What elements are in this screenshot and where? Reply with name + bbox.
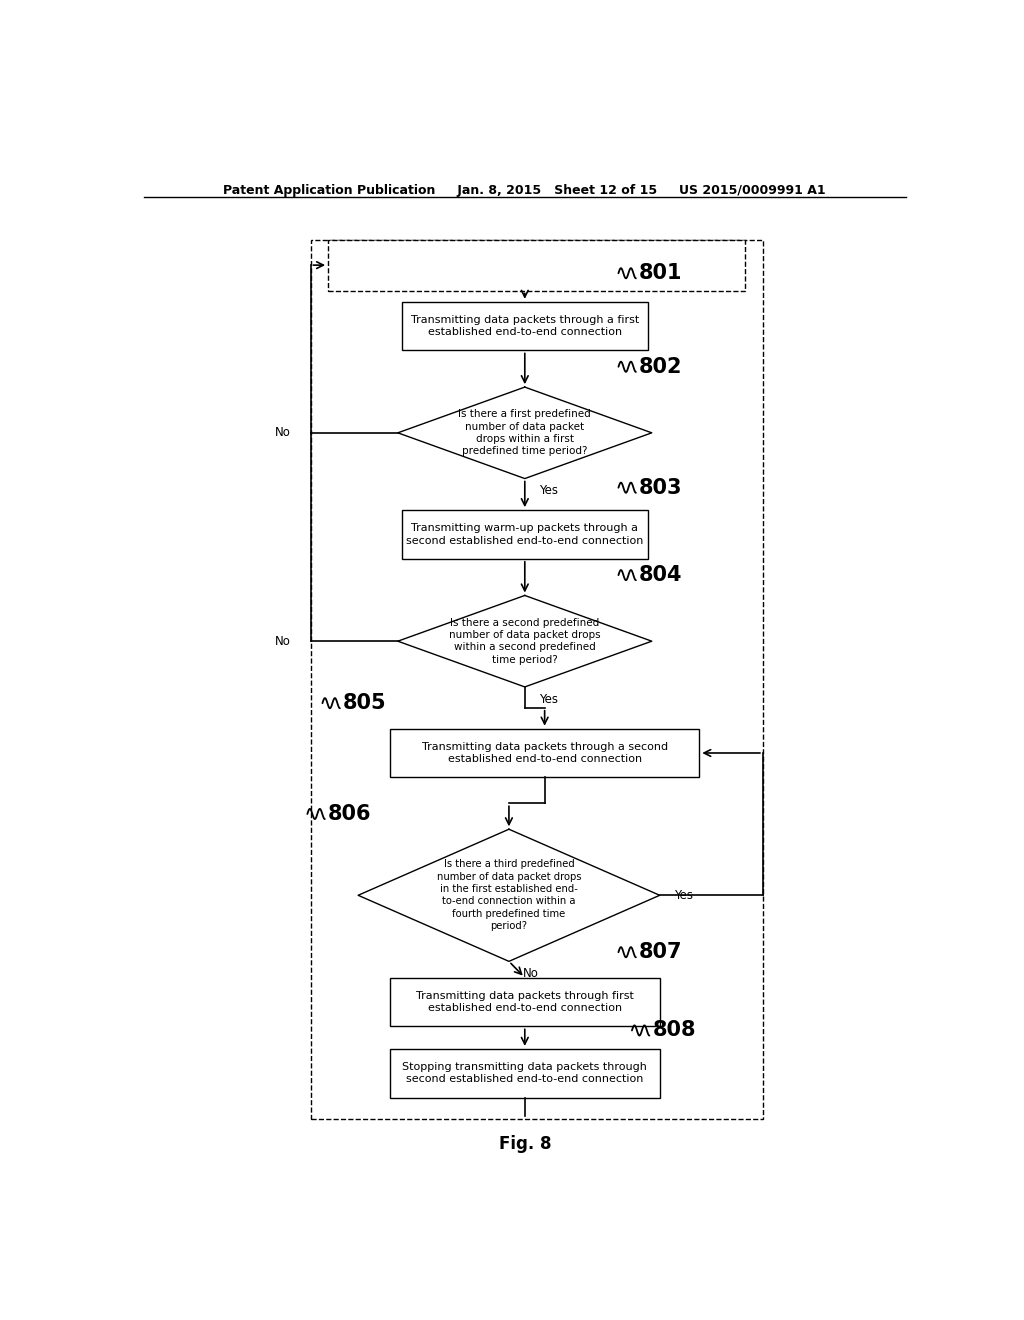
Text: Is there a first predefined
number of data packet
drops within a first
predefine: Is there a first predefined number of da…: [459, 409, 591, 457]
Text: 806: 806: [328, 804, 372, 824]
Text: Transmitting warm-up packets through a
second established end-to-end connection: Transmitting warm-up packets through a s…: [407, 523, 643, 545]
Text: No: No: [274, 426, 291, 440]
Text: Yes: Yes: [674, 888, 693, 902]
Bar: [401, 510, 648, 558]
Text: 804: 804: [639, 565, 683, 585]
Text: No: No: [274, 635, 291, 648]
Text: No: No: [523, 968, 539, 979]
Text: 808: 808: [652, 1020, 696, 1040]
Polygon shape: [397, 387, 652, 479]
Text: 801: 801: [639, 263, 683, 284]
Text: Transmitting data packets through a second
established end-to-end connection: Transmitting data packets through a seco…: [422, 742, 668, 764]
Polygon shape: [397, 595, 652, 686]
Text: 807: 807: [639, 942, 683, 962]
Text: Yes: Yes: [539, 484, 558, 498]
Bar: [401, 302, 648, 351]
Text: Transmitting data packets through first
established end-to-end connection: Transmitting data packets through first …: [416, 991, 634, 1014]
Bar: [390, 1049, 659, 1097]
Text: Is there a third predefined
number of data packet drops
in the first established: Is there a third predefined number of da…: [436, 859, 582, 932]
Bar: [328, 240, 745, 290]
Bar: [310, 240, 763, 1119]
Bar: [390, 729, 699, 777]
Bar: [390, 978, 659, 1027]
Text: Transmitting data packets through a first
established end-to-end connection: Transmitting data packets through a firs…: [411, 315, 639, 338]
Text: 802: 802: [639, 356, 683, 376]
Text: Fig. 8: Fig. 8: [499, 1135, 551, 1154]
Text: Stopping transmitting data packets through
second established end-to-end connect: Stopping transmitting data packets throu…: [402, 1063, 647, 1084]
Text: 803: 803: [639, 478, 683, 498]
Text: Yes: Yes: [539, 693, 558, 706]
Text: Patent Application Publication     Jan. 8, 2015   Sheet 12 of 15     US 2015/000: Patent Application Publication Jan. 8, 2…: [223, 183, 826, 197]
Text: Is there a second predefined
number of data packet drops
within a second predefi: Is there a second predefined number of d…: [449, 618, 601, 665]
Polygon shape: [358, 829, 659, 961]
Text: 805: 805: [343, 693, 387, 713]
